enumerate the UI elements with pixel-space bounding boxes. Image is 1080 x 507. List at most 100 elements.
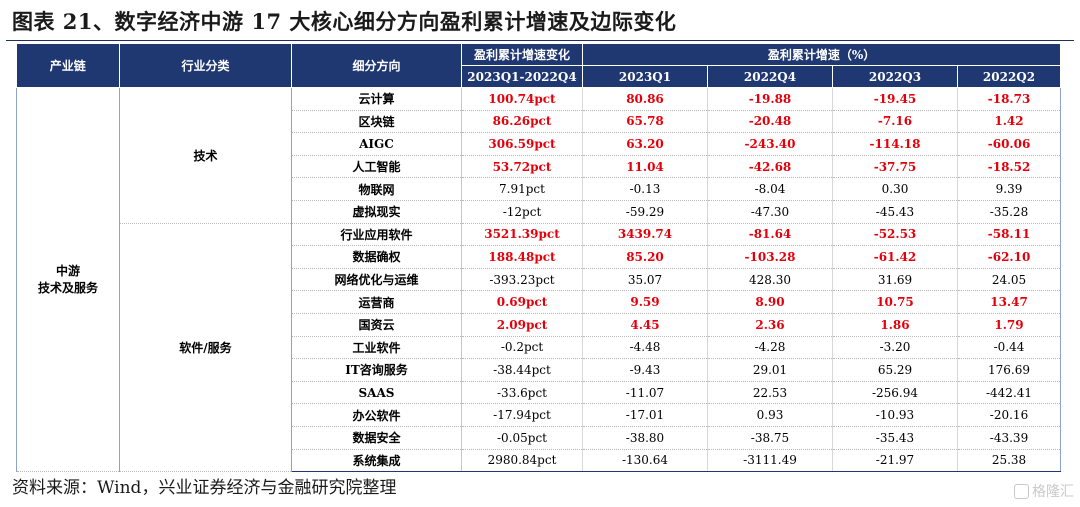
value-cell-2023q1: -11.07 bbox=[582, 381, 708, 405]
value-cell-2022q4: 2.36 bbox=[707, 313, 833, 337]
value-cell-2022q3: -37.75 bbox=[832, 155, 958, 179]
value-cell-2022q2: -43.39 bbox=[957, 426, 1062, 450]
value-cell-change: 7.91pct bbox=[461, 177, 583, 201]
value-cell-2022q2: 1.42 bbox=[957, 110, 1062, 134]
header-row-1: 产业链 行业分类 细分方向 盈利累计增速变化 盈利累计增速（%） bbox=[16, 44, 1062, 88]
value-cell-2022q3: -256.94 bbox=[832, 381, 958, 405]
value-cell-change: -38.44pct bbox=[461, 358, 583, 382]
value-cell-2022q3: 1.86 bbox=[832, 313, 958, 337]
watermark-logo-icon bbox=[1014, 484, 1029, 499]
table-row: SAAS -33.6pct -11.07 22.53 -256.94 -442.41 bbox=[17, 381, 1062, 405]
chain-cell: 中游 技术及服务 bbox=[16, 87, 120, 473]
chain-label-line-2: 技术及服务 bbox=[37, 280, 98, 295]
value-cell-2022q2: -35.28 bbox=[957, 200, 1062, 224]
value-cell-2022q3: -52.53 bbox=[832, 223, 958, 247]
value-cell-2022q4: -243.40 bbox=[707, 132, 833, 156]
value-cell-2022q2: -442.41 bbox=[957, 381, 1062, 405]
value-cell-2023q1: -17.01 bbox=[582, 403, 708, 427]
header-group-growth: 盈利累计增速（%） bbox=[582, 44, 1062, 66]
sub-direction-cell: 工业软件 bbox=[291, 336, 462, 360]
value-cell-2022q3: -35.43 bbox=[832, 426, 958, 450]
value-cell-change: -0.2pct bbox=[461, 336, 583, 360]
table-row: 系统集成 2980.84pct -130.64 -3111.49 -21.97 25.38 bbox=[17, 449, 1062, 473]
figure-title: 图表 21、数字经济中游 17 大核心细分方向盈利累计增速及边际变化 bbox=[12, 9, 677, 34]
header-col-2022q3: 2022Q3 bbox=[832, 65, 958, 88]
table-row: 国资云 2.09pct 4.45 2.36 1.86 1.79 bbox=[17, 313, 1062, 337]
value-cell-change: -17.94pct bbox=[461, 403, 583, 427]
table-row: 人工智能 53.72pct 11.04 -42.68 -37.75 -18.52 bbox=[17, 155, 1062, 179]
value-cell-2022q2: 1.79 bbox=[957, 313, 1062, 337]
table-body: 中游 技术及服务 技术 云计算 100.74pct 80.86 -19.88 -19.45 -1… bbox=[16, 87, 1062, 473]
watermark: 格隆汇 bbox=[1014, 481, 1074, 501]
title-rule bbox=[6, 40, 1074, 41]
value-cell-2022q4: -3111.49 bbox=[707, 449, 833, 473]
sub-direction-cell: 虚拟现实 bbox=[291, 200, 462, 224]
value-cell-2022q2: 13.47 bbox=[957, 290, 1062, 314]
value-cell-2022q3: -10.93 bbox=[832, 403, 958, 427]
value-cell-2022q4: -81.64 bbox=[707, 223, 833, 247]
value-cell-2022q3: 0.30 bbox=[832, 177, 958, 201]
value-cell-2023q1: -130.64 bbox=[582, 449, 708, 473]
growth-table: 产业链 行业分类 细分方向 盈利累计增速变化 盈利累计增速（%） 2023Q1-… bbox=[16, 44, 1062, 473]
sub-direction-cell: 数据确权 bbox=[291, 245, 462, 269]
sub-direction-cell: 区块链 bbox=[291, 110, 462, 134]
value-cell-2023q1: 85.20 bbox=[582, 245, 708, 269]
value-cell-2023q1: -9.43 bbox=[582, 358, 708, 382]
value-cell-2023q1: -4.48 bbox=[582, 336, 708, 360]
value-cell-2022q2: -58.11 bbox=[957, 223, 1062, 247]
header-col-2022q2: 2022Q2 bbox=[957, 65, 1062, 88]
value-cell-2022q4: -4.28 bbox=[707, 336, 833, 360]
table-row: 运营商 0.69pct 9.59 8.90 10.75 13.47 bbox=[17, 290, 1062, 314]
sub-direction-cell: 办公软件 bbox=[291, 403, 462, 427]
table-row: 软件/服务 行业应用软件 3521.39pct 3439.74 -81.64 -52.53… bbox=[17, 223, 1062, 473]
table-row: 虚拟现实 -12pct -59.29 -47.30 -45.43 -35.28 bbox=[17, 200, 1062, 224]
value-cell-2022q2: -20.16 bbox=[957, 403, 1062, 427]
value-cell-2023q1: 9.59 bbox=[582, 290, 708, 314]
value-cell-2022q2: -60.06 bbox=[957, 132, 1062, 156]
sub-direction-cell: 运营商 bbox=[291, 290, 462, 314]
watermark-text: 格隆汇 bbox=[1032, 484, 1074, 500]
sub-direction-cell: SAAS bbox=[291, 381, 462, 405]
value-cell-2022q4: 428.30 bbox=[707, 268, 833, 292]
value-cell-2022q4: 29.01 bbox=[707, 358, 833, 382]
value-cell-change: 2.09pct bbox=[461, 313, 583, 337]
value-cell-change: -0.05pct bbox=[461, 426, 583, 450]
value-cell-2022q3: -19.45 bbox=[832, 87, 958, 111]
table-row: 办公软件 -17.94pct -17.01 0.93 -10.93 -20.16 bbox=[17, 403, 1062, 427]
header-row-2: 2023Q1-2022Q4 2023Q1 2022Q4 2022Q3 2022Q… bbox=[17, 65, 1062, 88]
sub-direction-cell: 数据安全 bbox=[291, 426, 462, 450]
header-industry: 行业分类 bbox=[119, 44, 292, 88]
table-row: AIGC 306.59pct 63.20 -243.40 -114.18 -60.06 bbox=[17, 132, 1062, 156]
value-cell-2022q4: -38.75 bbox=[707, 426, 833, 450]
chain-label: 中游 技术及服务 bbox=[17, 263, 119, 297]
value-cell-2022q4: 22.53 bbox=[707, 381, 833, 405]
value-cell-2022q4: -47.30 bbox=[707, 200, 833, 224]
value-cell-2022q3: -45.43 bbox=[832, 200, 958, 224]
industry-cell: 软件/服务 bbox=[119, 223, 292, 473]
value-cell-change: -33.6pct bbox=[461, 381, 583, 405]
value-cell-2022q4: -8.04 bbox=[707, 177, 833, 201]
value-cell-2022q2: 24.05 bbox=[957, 268, 1062, 292]
header-chain: 产业链 bbox=[16, 44, 120, 88]
table-row: 区块链 86.26pct 65.78 -20.48 -7.16 1.42 bbox=[17, 110, 1062, 134]
table-row: IT咨询服务 -38.44pct -9.43 29.01 65.29 176.69 bbox=[17, 358, 1062, 382]
table-row: 中游 技术及服务 技术 云计算 100.74pct 80.86 -19.88 -19.45 -1… bbox=[16, 87, 1062, 473]
value-cell-2023q1: 65.78 bbox=[582, 110, 708, 134]
value-cell-change: -12pct bbox=[461, 200, 583, 224]
value-cell-2022q2: -0.44 bbox=[957, 336, 1062, 360]
header-col-change: 2023Q1-2022Q4 bbox=[461, 65, 583, 88]
header-col-2023q1: 2023Q1 bbox=[582, 65, 708, 88]
sub-direction-cell: AIGC bbox=[291, 132, 462, 156]
table-row: 物联网 7.91pct -0.13 -8.04 0.30 9.39 bbox=[17, 177, 1062, 201]
value-cell-2022q3: 65.29 bbox=[832, 358, 958, 382]
value-cell-change: 188.48pct bbox=[461, 245, 583, 269]
value-cell-2022q3: -3.20 bbox=[832, 336, 958, 360]
value-cell-2022q3: -21.97 bbox=[832, 449, 958, 473]
sub-direction-cell: 物联网 bbox=[291, 177, 462, 201]
header-col-2022q4: 2022Q4 bbox=[707, 65, 833, 88]
value-cell-2022q3: 10.75 bbox=[832, 290, 958, 314]
value-cell-2022q3: -7.16 bbox=[832, 110, 958, 134]
value-cell-change: 0.69pct bbox=[461, 290, 583, 314]
table-row: 工业软件 -0.2pct -4.48 -4.28 -3.20 -0.44 bbox=[17, 336, 1062, 360]
value-cell-2022q4: 8.90 bbox=[707, 290, 833, 314]
